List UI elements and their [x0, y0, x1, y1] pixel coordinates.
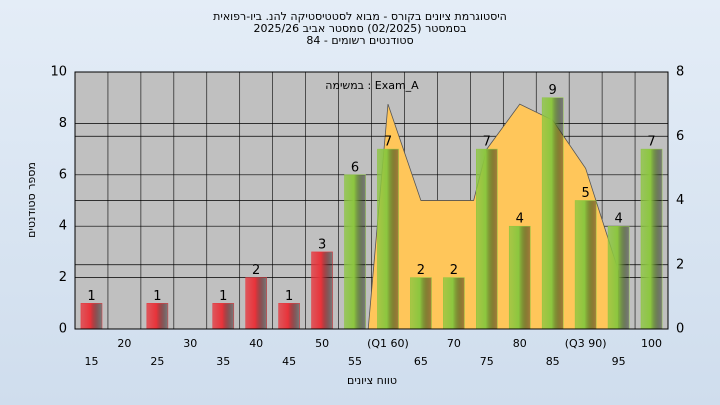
y-tick-label: 10	[50, 65, 67, 80]
x-tick-label: 15	[84, 355, 98, 368]
data-label: 6	[351, 160, 359, 175]
data-label: 2	[450, 263, 458, 278]
data-label: 9	[549, 83, 557, 98]
bar	[245, 277, 267, 330]
y-tick-label: 0	[59, 322, 67, 337]
bar	[443, 277, 465, 330]
y2-tick-label: 8	[676, 65, 684, 80]
x-tick-label: (Q1 60)	[367, 337, 409, 350]
y2-tick-label: 2	[676, 257, 684, 272]
data-label: 1	[87, 289, 95, 304]
data-label: 7	[647, 135, 655, 150]
bar	[146, 303, 169, 330]
x-tick-label: (Q3 90)	[565, 337, 607, 350]
data-label: 7	[384, 135, 392, 150]
chart-title: סטודנטים רשומים - 84	[306, 34, 413, 47]
data-label: 4	[614, 212, 622, 227]
y-tick-label: 6	[59, 167, 67, 182]
x-tick-label: 85	[546, 355, 560, 368]
data-label: 7	[483, 135, 491, 150]
x-tick-label: 80	[513, 337, 527, 350]
bar	[278, 303, 300, 330]
data-label: 1	[285, 289, 293, 304]
bar	[574, 200, 597, 330]
x-axis-label: טווח ציונים	[347, 374, 397, 387]
chart-title: בסמסטר (02/2025) סמסטר אביב 2025/26	[253, 22, 466, 35]
x-tick-label: 25	[150, 355, 164, 368]
bar	[212, 303, 235, 330]
bar	[640, 148, 663, 330]
y-axis-label: מספר סטודנטים	[25, 162, 38, 238]
bar	[508, 225, 531, 330]
data-label: 4	[516, 212, 524, 227]
y-tick-label: 2	[59, 270, 67, 285]
y2-tick-label: 0	[676, 322, 684, 337]
bar	[476, 148, 498, 330]
data-label: 2	[417, 263, 425, 278]
x-tick-label: 100	[641, 337, 662, 350]
x-tick-label: 75	[480, 355, 494, 368]
x-tick-label: 65	[414, 355, 428, 368]
data-label: 2	[252, 263, 260, 278]
x-tick-label: 55	[348, 355, 362, 368]
bar	[344, 174, 366, 330]
x-tick-label: 70	[447, 337, 461, 350]
bar	[607, 225, 630, 330]
y-tick-label: 8	[59, 116, 67, 131]
annotation: במשימה : Exam_A	[325, 79, 419, 92]
x-tick-label: 50	[315, 337, 329, 350]
y-tick-label: 4	[59, 219, 67, 234]
data-label: 3	[318, 237, 326, 252]
x-tick-label: 20	[117, 337, 131, 350]
data-label: 1	[219, 289, 227, 304]
data-label: 1	[153, 289, 161, 304]
chart-title: היסטוגרמת ציונים בקורס - מבוא לסטטיסטיקה…	[213, 10, 507, 23]
data-label: 5	[581, 186, 589, 201]
plot-border	[74, 71, 669, 330]
bar	[541, 97, 564, 330]
x-tick-label: 45	[282, 355, 296, 368]
x-tick-label: 40	[249, 337, 263, 350]
bar	[410, 277, 432, 330]
x-tick-label: 35	[216, 355, 230, 368]
bar	[80, 303, 103, 330]
y2-tick-label: 4	[676, 193, 684, 208]
x-tick-label: 95	[612, 355, 626, 368]
bar	[311, 251, 333, 330]
x-tick-label: 30	[183, 337, 197, 350]
y2-tick-label: 6	[676, 129, 684, 144]
bar	[377, 148, 399, 330]
